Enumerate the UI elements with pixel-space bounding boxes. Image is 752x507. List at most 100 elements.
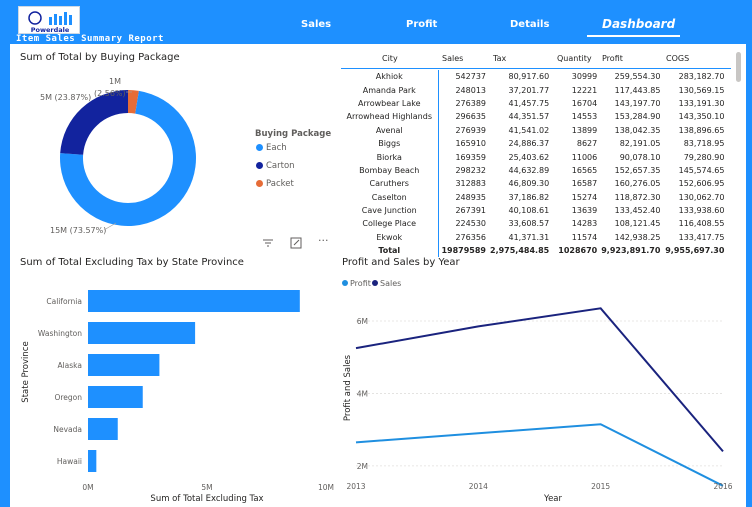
bar-california[interactable] (88, 290, 300, 312)
legend-packet[interactable]: Packet (256, 179, 294, 189)
city-cell: Arrowbear Lake (341, 96, 439, 111)
legend-sales-swatch (372, 280, 378, 286)
value-cell: 143,197.70 (614, 98, 661, 108)
line-x-tick: 2014 (469, 482, 488, 491)
value-cell: 143,350.10 (678, 112, 725, 122)
donut-legend-title: Buying Package (255, 129, 332, 139)
table-row[interactable]: Caselton 248935 37,186.82 15274 118,872.30 13… (341, 190, 726, 204)
bar-x-tick: 0M (82, 483, 93, 492)
value-cell: 16704 (571, 98, 598, 108)
value-cell: 30999 (571, 72, 598, 82)
filter-icon[interactable] (262, 237, 274, 252)
col-quantity[interactable]: Quantity (557, 54, 592, 63)
table-row[interactable]: Arrowbear Lake 276389 41,457.75 16704 143,19… (341, 96, 726, 111)
value-cell: 248013 (455, 85, 486, 95)
value-cell: 283,182.70 (678, 72, 725, 82)
total-value: 2,975,484.85 (490, 246, 550, 256)
bar-oregon[interactable] (88, 386, 143, 408)
bar-alaska[interactable] (88, 354, 160, 376)
value-cell: 44,351.57 (508, 112, 550, 122)
bar-washington[interactable] (88, 322, 196, 344)
bar-chart[interactable]: State Province California Washington Alaska… (14, 272, 336, 504)
line-series-profit[interactable] (355, 423, 724, 487)
legend-carton[interactable]: Carton (256, 161, 295, 171)
city-cell: Avenal (341, 123, 439, 137)
legend-carton-swatch (256, 162, 263, 169)
company-logo: Powerdale (18, 6, 80, 34)
leader-line (103, 222, 117, 231)
legend-each[interactable]: Each (256, 143, 287, 153)
col-profit[interactable]: Profit (602, 54, 623, 63)
bar-title: Sum of Total Excluding Tax by State Prov… (20, 257, 244, 268)
col-tax[interactable]: Tax (493, 54, 507, 63)
donut-slice-carton[interactable] (60, 90, 128, 155)
city-cell: Caselton (341, 190, 439, 204)
table-row[interactable]: Ekwok 276356 41,371.31 11574 142,938.25 133,4… (341, 230, 726, 245)
donut-chart[interactable]: 1M (2.56%)5M (23.87%) 15M (73.57%) (40, 70, 240, 240)
value-cell: 130,062.70 (678, 192, 725, 202)
value-cell: 41,541.02 (508, 125, 550, 135)
donut-label-each: 15M (73.57%) (50, 226, 106, 235)
table-row[interactable]: Caruthers 312883 46,809.30 16587 160,276.05 1… (341, 177, 726, 191)
col-cogs[interactable]: COGS (666, 54, 690, 63)
value-cell: 46,809.30 (508, 179, 550, 189)
city-cell: Caruthers (341, 177, 439, 191)
legend-each-label: Each (266, 143, 287, 153)
value-cell: 153,284.90 (614, 112, 661, 122)
nav-profit[interactable]: Profit (406, 19, 438, 30)
table-row[interactable]: Amanda Park 248013 37,201.77 12221 117,443.8… (341, 83, 726, 97)
table-row[interactable]: Akhiok 542737 80,917.60 30999 259,554.30 283,… (341, 70, 726, 84)
city-cell: Cave Junction (341, 203, 439, 218)
bar-y-axis-label: State Province (21, 341, 31, 402)
focus-mode-icon[interactable] (290, 237, 302, 252)
city-cell: Bombay Beach (341, 163, 439, 178)
legend-sales[interactable]: Sales (380, 279, 401, 288)
table-row[interactable]: Bombay Beach 298232 44,632.89 16565 152,657.… (341, 163, 726, 178)
value-cell: 130,569.15 (678, 85, 725, 95)
line-chart[interactable]: Profit Sales Profit and Sales 2M 4M 6M 2013 201… (338, 272, 744, 504)
value-cell: 117,443.85 (614, 85, 661, 95)
value-cell: 33,608.57 (508, 219, 550, 229)
value-cell: 267391 (455, 206, 486, 216)
col-sales[interactable]: Sales (442, 54, 464, 63)
col-city[interactable]: City (382, 54, 398, 63)
value-cell: 138,896.65 (678, 125, 725, 135)
table-row[interactable]: Avenal 276939 41,541.02 13899 138,042.35 138,… (341, 123, 726, 137)
table-row[interactable]: Cave Junction 267391 40,108.61 13639 133,452… (341, 203, 726, 218)
total-value: 19879589 (441, 246, 486, 256)
value-cell: 118,872.30 (614, 192, 661, 202)
table-row[interactable]: Biorka 169359 25,403.62 11006 90,078.10 79,28… (341, 150, 726, 164)
bar-nevada[interactable] (88, 418, 118, 440)
legend-packet-label: Packet (266, 179, 294, 189)
left-border (0, 44, 10, 507)
value-cell: 276389 (455, 98, 486, 108)
table-row[interactable]: Arrowhead Highlands 296635 44,351.57 14553 1… (341, 110, 726, 124)
table-total-row: Total 19879589 2,975,484.85 1028670 9,923,89… (341, 244, 726, 258)
line-title: Profit and Sales by Year (342, 257, 460, 268)
line-series-sales[interactable] (355, 307, 724, 453)
value-cell: 133,191.30 (678, 98, 725, 108)
bar-hawaii[interactable] (88, 450, 97, 472)
legend-profit-swatch (342, 280, 348, 286)
line-y-tick: 2M (357, 462, 368, 471)
value-cell: 133,452.40 (614, 206, 661, 216)
header-bar: Powerdale Item Sales Summary Report Sale… (0, 0, 752, 44)
legend-profit[interactable]: Profit (350, 279, 371, 288)
value-cell: 133,417.75 (678, 232, 725, 242)
nav-details[interactable]: Details (510, 19, 550, 30)
value-cell: 90,078.10 (619, 152, 661, 162)
nav-sales[interactable]: Sales (301, 19, 332, 30)
bar-category-label: Washington (38, 329, 82, 338)
bar-category-label: Oregon (54, 393, 82, 402)
donut-slice-each[interactable] (60, 90, 197, 227)
bar-x-tick: 5M (201, 483, 212, 492)
donut-slice-packet[interactable] (128, 90, 139, 114)
table-scrollbar[interactable] (736, 52, 741, 82)
table-row[interactable]: College Place 224530 33,608.57 14283 108,121… (341, 217, 726, 231)
total-value: 9,923,891.70 (601, 246, 661, 256)
table-row[interactable]: Biggs 165910 24,886.37 8627 82,191.05 83,718.… (341, 136, 726, 151)
more-options-icon[interactable]: ··· (318, 234, 329, 247)
donut-label-packet-pct: (2.56%) (94, 89, 126, 98)
value-cell: 41,371.31 (508, 232, 550, 242)
nav-dashboard[interactable]: Dashboard (602, 17, 676, 31)
